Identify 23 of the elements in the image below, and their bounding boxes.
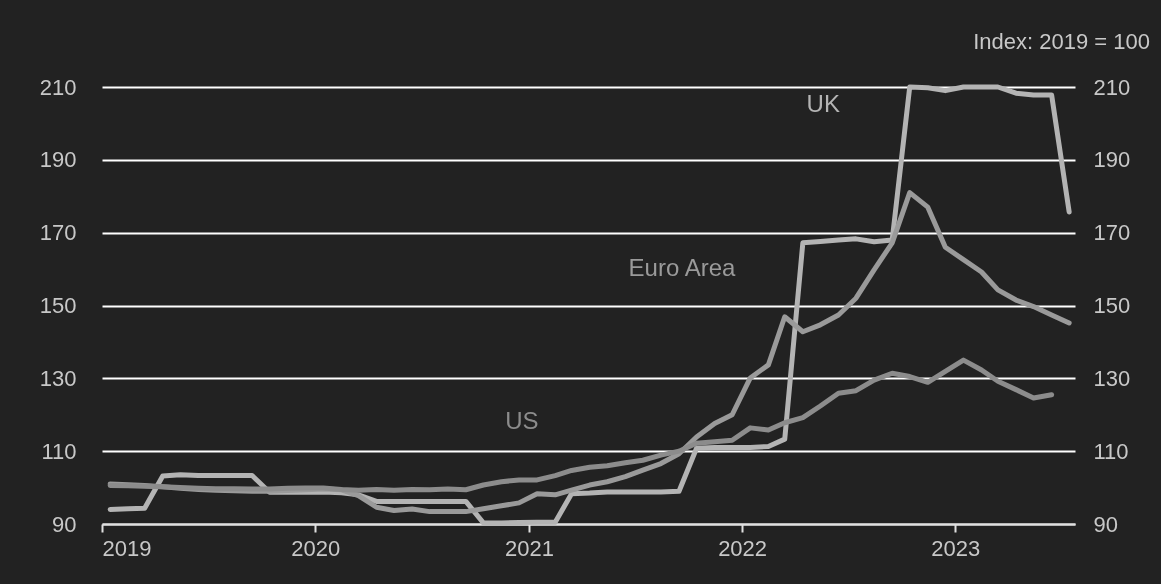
x-tick-label: 2021 bbox=[504, 535, 554, 561]
y2-tick-label: 150 bbox=[1093, 293, 1131, 318]
x-tick-label: 2022 bbox=[718, 535, 768, 561]
text: UK bbox=[806, 90, 840, 118]
text: Euro Area bbox=[628, 254, 736, 282]
x-tick-label: 2020 bbox=[291, 535, 341, 561]
x-tick-label: 2023 bbox=[931, 535, 981, 561]
y2-tick-label: 130 bbox=[1093, 365, 1131, 391]
y2-tick-label: 90 bbox=[1093, 511, 1118, 537]
series-label: US bbox=[505, 407, 539, 435]
x-tick-label: 2019 bbox=[102, 535, 152, 561]
y-tick-label: 210 bbox=[39, 74, 77, 100]
y2-tick-label: 170 bbox=[1093, 220, 1131, 246]
y2-tick-label: 190 bbox=[1093, 147, 1131, 173]
y-tick-label: 150 bbox=[39, 293, 77, 318]
y-tick-label: 90 bbox=[52, 511, 77, 537]
y-tick-label: 190 bbox=[39, 147, 77, 173]
y-tick-label: 170 bbox=[39, 220, 77, 246]
y-tick-label: 110 bbox=[41, 438, 77, 464]
y-tick-label: 130 bbox=[39, 365, 77, 391]
y2-axis-title: Index: 2019 = 100 bbox=[973, 29, 1150, 54]
y2-tick-label: 210 bbox=[1093, 74, 1131, 100]
y2-tick-label: 110 bbox=[1093, 438, 1129, 464]
